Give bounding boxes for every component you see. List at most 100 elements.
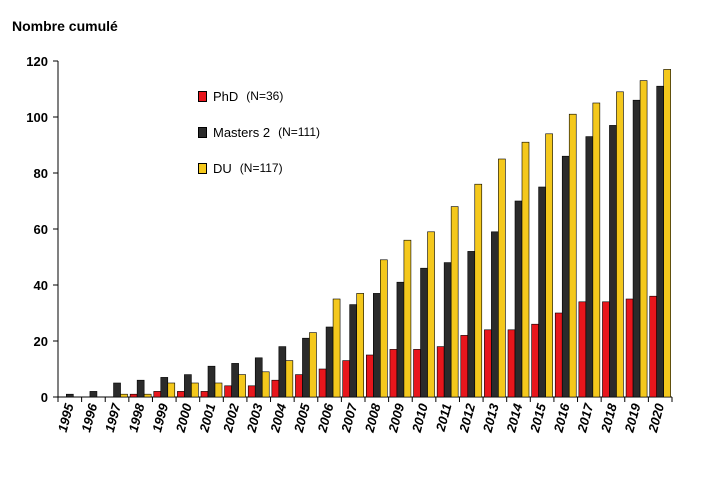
bar [302,337,310,398]
legend-item-masters: Masters 2 (N=111) [198,114,320,150]
bar [143,393,152,398]
bar [177,391,185,398]
bar [396,281,405,398]
bar [450,206,459,398]
x-tick-label: 2001 [196,402,218,435]
bar [214,382,223,398]
bar [153,391,162,398]
bar [592,102,601,398]
bar [136,379,145,398]
x-tick-label: 1998 [126,401,148,434]
bar [467,251,476,398]
bar [342,360,350,398]
bar [278,346,287,398]
bar [129,393,138,398]
legend-label-masters: Masters 2 [213,124,271,140]
x-tick-label: 2016 [550,401,572,435]
x-tick-label: 2019 [621,401,643,435]
x-tick-label: 2008 [361,401,383,435]
bar [261,371,270,398]
bar [160,377,169,398]
bar [349,304,357,398]
bar [356,293,364,398]
bar [120,393,128,398]
x-tick-label: 2015 [527,401,549,435]
x-tick-label: 2006 [314,401,336,435]
bar [427,231,435,398]
legend-label-phd: PhD [213,88,239,104]
bar [545,133,553,398]
x-tick-label: 2007 [338,401,360,435]
bar [443,262,452,398]
y-tick-label: 60 [34,222,48,237]
bar [231,363,239,398]
bar [663,69,671,398]
bar [507,329,516,398]
bar [436,346,445,398]
bar [554,312,563,398]
bar [373,293,381,398]
series-du [120,69,671,398]
legend-swatch-phd [198,90,207,102]
bar [113,382,121,398]
bar [191,382,199,398]
legend-item-du: DU (N=117) [198,150,320,186]
legend-label-du: DU [213,160,232,176]
bar [602,301,610,398]
bar [568,113,577,398]
x-tick-label: 1999 [149,401,171,434]
x-tick-label: 2020 [645,401,667,435]
bar [89,391,98,398]
x-tick-label: 2000 [173,401,195,435]
bar [474,183,483,398]
bar [247,385,256,398]
bar [521,141,530,398]
x-tick-label: 2012 [456,401,478,435]
bar [207,365,216,398]
x-tick-label: 1997 [102,401,124,434]
x-tick-label: 2004 [267,401,289,435]
x-tick-label: 2003 [243,401,265,435]
x-tick-label: 2005 [291,401,313,435]
legend-count-phd: (N=36) [246,89,284,103]
x-tick-label: 1995 [55,401,77,434]
bar [318,368,327,398]
y-tick-label: 0 [41,390,48,405]
x-tick-label: 2011 [433,402,455,434]
x-tick-label: 1996 [78,401,100,434]
y-axis-title: Nombre cumulé [12,18,118,34]
bar [656,85,664,398]
x-tick-label: 2013 [480,401,502,435]
bar [484,329,492,398]
bar [625,298,634,398]
bar [538,186,546,398]
legend: PhD (N=36) Masters 2 (N=111) DU (N=117) [198,78,320,186]
bar [224,385,232,398]
bar [66,393,74,398]
y-tick-label: 20 [34,334,48,349]
bar [285,360,294,398]
x-tick-label: 2018 [598,401,620,435]
bar [616,91,624,398]
legend-count-du: (N=117) [239,161,283,175]
legend-count-masters: (N=111) [278,125,320,139]
legend-item-phd: PhD (N=36) [198,78,320,114]
bar [309,332,317,398]
bar [200,391,209,398]
bar [332,298,341,398]
bar [238,374,246,398]
bar [585,136,594,398]
bar [561,155,570,398]
bar [420,267,428,398]
bar [514,200,523,398]
y-tick-label: 40 [34,278,48,293]
bar [295,374,303,398]
x-tick-label: 2002 [220,401,242,435]
y-tick-label: 120 [26,54,48,69]
bar [649,295,657,398]
x-tick-label: 2010 [409,401,431,435]
bar [578,301,587,398]
bar [366,354,374,398]
